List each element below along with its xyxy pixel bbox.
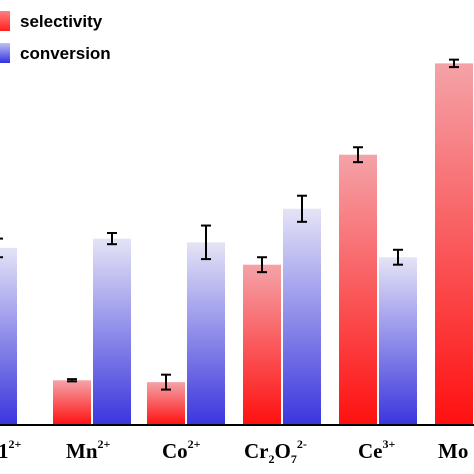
error-bar-selectivity-1	[67, 378, 77, 383]
legend-label-selectivity: selectivity	[20, 12, 103, 31]
bar-conversion-2	[187, 242, 225, 425]
error-bar-conversion-4	[393, 248, 403, 266]
legend-swatch-selectivity	[0, 11, 10, 31]
legend-swatch-conversion	[0, 43, 10, 63]
bar-selectivity-4	[339, 154, 377, 425]
x-tick-label-2: Co2+	[162, 437, 201, 463]
error-bar-conversion-0	[0, 237, 3, 259]
x-tick-label-5: Mo	[438, 439, 468, 463]
bar-conversion-0	[0, 247, 17, 425]
x-tick-label-1: Mn2+	[66, 437, 111, 463]
x-tick-label-3: Cr2O72-	[244, 437, 307, 466]
x-tick-label-4: Ce3+	[358, 437, 396, 463]
error-bars-layer	[0, 58, 459, 391]
bar-selectivity-3	[243, 264, 281, 425]
error-bar-conversion-2	[201, 224, 211, 261]
x-tick-label-0: 12+	[0, 437, 22, 463]
bar-conversion-4	[379, 257, 417, 425]
bar-selectivity-5	[435, 63, 473, 425]
bar-selectivity-1	[53, 380, 91, 425]
error-bar-selectivity-3	[257, 256, 267, 274]
error-bar-conversion-1	[107, 232, 117, 246]
error-bar-selectivity-5	[449, 58, 459, 69]
error-bar-conversion-3	[297, 194, 307, 223]
bar-conversion-1	[93, 238, 131, 425]
bars-layer	[0, 63, 473, 425]
x-tick-labels: 12+ Mn2+ Co2+ Cr2O72- Ce3+ Mo	[0, 437, 468, 466]
error-bar-selectivity-2	[161, 373, 171, 391]
legend-label-conversion: conversion	[20, 44, 111, 63]
bar-conversion-3	[283, 208, 321, 425]
error-bar-selectivity-4	[353, 146, 363, 164]
legend: selectivity conversion	[0, 11, 111, 63]
